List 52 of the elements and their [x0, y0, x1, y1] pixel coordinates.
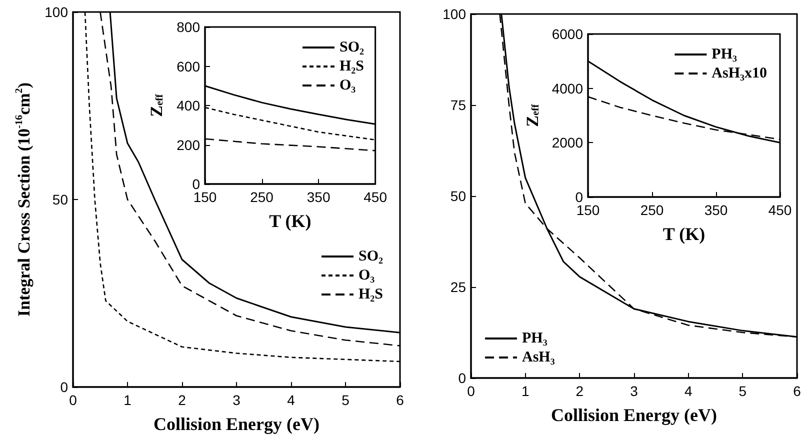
x-tick-label: 150 — [576, 202, 600, 218]
legend-label: SO₂ — [358, 248, 384, 264]
x-axis-title: Collision Energy (eV) — [551, 405, 717, 425]
y-tick-label: 50 — [450, 188, 466, 204]
x-tick-label: 3 — [232, 392, 241, 408]
x-tick-label: 450 — [364, 189, 388, 205]
y-tick-label: 0 — [192, 176, 200, 192]
y-axis-title: Zeff — [147, 94, 166, 117]
x-tick-label: 250 — [640, 202, 664, 218]
y-tick-label: 200 — [176, 136, 200, 153]
y-tick-label: 400 — [176, 98, 200, 114]
y-tick-label: 25 — [450, 279, 466, 295]
x-tick-label: 1 — [521, 383, 530, 399]
y-tick-label: 75 — [450, 97, 466, 113]
y-tick-label: 2000 — [552, 134, 584, 151]
x-tick-label: 6 — [396, 392, 404, 408]
x-tick-label: 250 — [250, 189, 274, 205]
y-tick-label: 50 — [52, 192, 68, 208]
legend-label: H₂S — [358, 286, 384, 302]
x-tick-label: 350 — [306, 189, 330, 205]
x-tick-label: 3 — [630, 383, 638, 399]
x-tick-label: 6 — [793, 383, 802, 399]
legend-label: O₃ — [358, 268, 376, 284]
y-tick-label: 0 — [458, 370, 466, 386]
x-tick-label: 2 — [178, 392, 186, 408]
x-tick-label: 1 — [124, 392, 132, 408]
y-axis-title: Zeff — [522, 104, 542, 127]
x-tick-label: 5 — [342, 392, 350, 408]
y-tick-label: 600 — [176, 58, 200, 74]
y-tick-label: 4000 — [552, 80, 584, 96]
legend-label: O₃ — [339, 78, 356, 94]
x-axis-title: T (K) — [662, 224, 706, 244]
y-axis-title: Integral Cross Section (10-16cm2) — [14, 82, 34, 317]
x-tick-label: 150 — [193, 189, 217, 205]
legend-label: PH₃ — [522, 330, 548, 346]
legend-label: AsH₃x10 — [712, 66, 768, 82]
y-tick-label: 6000 — [552, 26, 584, 42]
legend-label: PH₃ — [712, 46, 738, 62]
x-tick-label: 350 — [704, 202, 728, 218]
x-tick-label: 450 — [768, 202, 792, 218]
x-axis-title: Collision Energy (eV) — [154, 414, 320, 434]
legend-label: AsH₃ — [522, 350, 556, 366]
x-tick-label: 4 — [684, 383, 692, 399]
x-tick-label: 4 — [287, 392, 296, 408]
x-axis-title: T (K) — [269, 211, 312, 231]
x-tick-label: 5 — [738, 383, 747, 399]
y-tick-label: 100 — [44, 4, 68, 20]
legend-label: H₂S — [339, 58, 364, 74]
legend-label: SO₂ — [339, 40, 365, 56]
y-tick-label: 100 — [442, 6, 466, 22]
y-tick-label: 800 — [176, 19, 200, 35]
x-tick-label: 2 — [576, 383, 584, 399]
